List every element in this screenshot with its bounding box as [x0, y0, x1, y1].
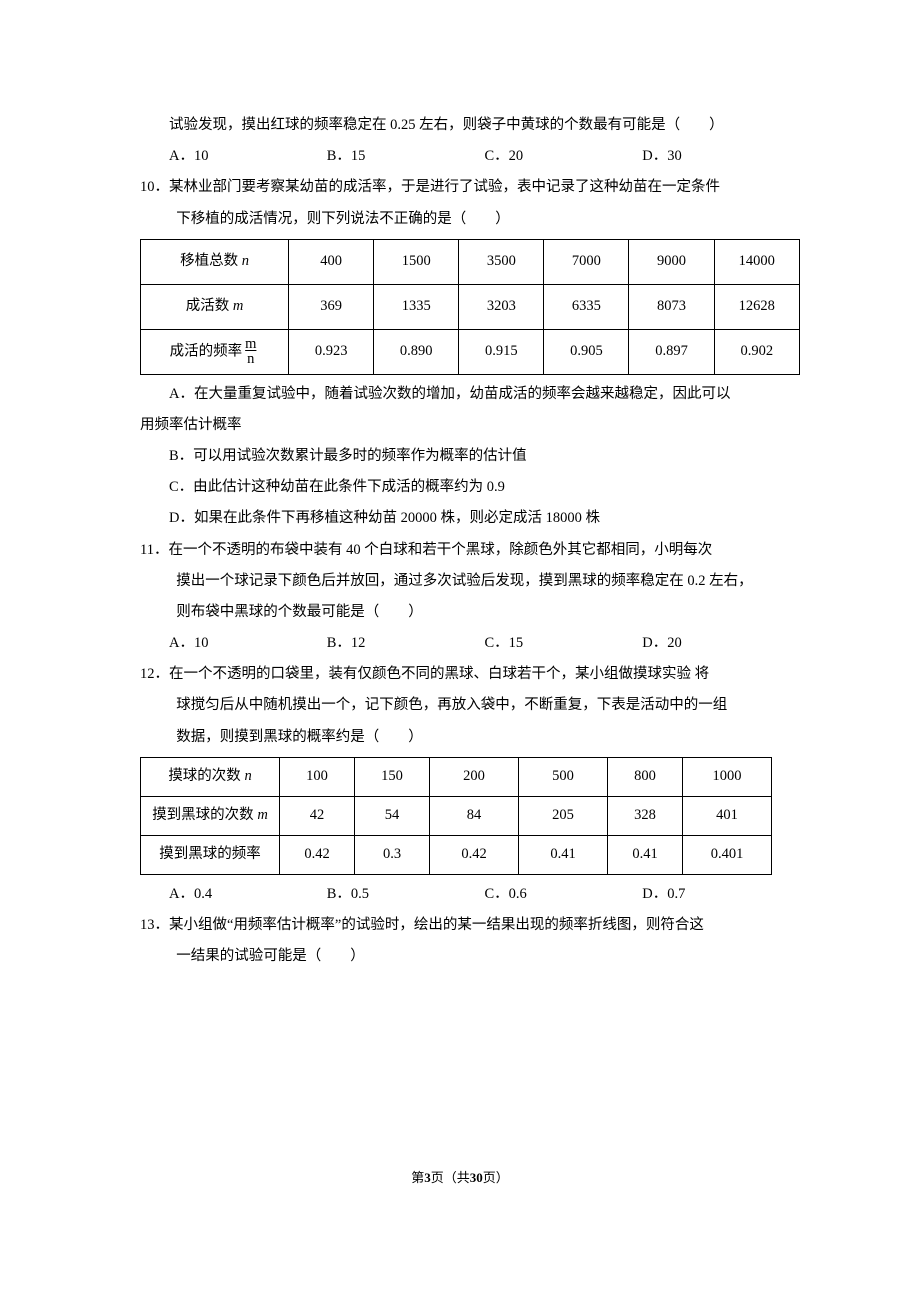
q11-options: A．10 B．12 C．15 D．20 [140, 628, 800, 659]
q10-table: 移植总数 n 400 1500 3500 7000 9000 14000 成活数… [140, 239, 800, 375]
q12-r2-label: 摸到黑球的次数 m [141, 796, 280, 835]
q12-line1: 12．在一个不透明的口袋里，装有仅颜色不同的黑球、白球若干个，某小组做摸球实验 … [140, 659, 800, 690]
q9-opt-c: C．20 [485, 141, 643, 172]
q10-stem-line2: 下移植的成活情况，则下列说法不正确的是（ ） [140, 204, 800, 235]
q12-opt-d: D．0.7 [642, 879, 800, 910]
table-row: 摸到黑球的频率 0.42 0.3 0.42 0.41 0.41 0.401 [141, 835, 772, 874]
q13-line1: 13．某小组做“用频率估计概率”的试验时，绘出的某一结果出现的频率折线图，则符合… [140, 910, 800, 941]
q10-r3-label: 成活的频率mn [141, 329, 289, 374]
q10-stem-line1: 10．某林业部门要考察某幼苗的成活率，于是进行了试验，表中记录了这种幼苗在一定条… [140, 172, 800, 203]
table-row: 摸到黑球的次数 m 42 54 84 205 328 401 [141, 796, 772, 835]
table-row: 移植总数 n 400 1500 3500 7000 9000 14000 [141, 239, 800, 284]
q9-options: A．10 B．15 C．20 D．30 [140, 141, 800, 172]
q12-opt-b: B．0.5 [327, 879, 485, 910]
q10-opt-c: C．由此估计这种幼苗在此条件下成活的概率约为 0.9 [140, 472, 800, 503]
q12-opt-a: A．0.4 [169, 879, 327, 910]
q10-opt-a-line2: 用频率估计概率 [140, 410, 800, 441]
q9-stem-tail: 试验发现，摸出红球的频率稳定在 0.25 左右，则袋子中黄球的个数最有可能是（ … [140, 110, 800, 141]
q10-r2-label: 成活数 m [141, 284, 289, 329]
q10-opt-d: D．如果在此条件下再移植这种幼苗 20000 株，则必定成活 18000 株 [140, 503, 800, 534]
q9-opt-b: B．15 [327, 141, 485, 172]
table-row: 成活的频率mn 0.923 0.890 0.915 0.905 0.897 0.… [141, 329, 800, 374]
page-footer: 第3页（共30页） [0, 1164, 920, 1192]
table-row: 摸球的次数 n 100 150 200 500 800 1000 [141, 757, 772, 796]
q12-r3-label: 摸到黑球的频率 [141, 835, 280, 874]
q11-line1: 11．在一个不透明的布袋中装有 40 个白球和若干个黑球，除颜色外其它都相同，小… [140, 535, 800, 566]
q11-opt-a: A．10 [169, 628, 327, 659]
q11-opt-c: C．15 [485, 628, 643, 659]
q10-opt-b: B．可以用试验次数累计最多时的频率作为概率的估计值 [140, 441, 800, 472]
q11-opt-b: B．12 [327, 628, 485, 659]
exam-page: 试验发现，摸出红球的频率稳定在 0.25 左右，则袋子中黄球的个数最有可能是（ … [0, 0, 920, 1302]
q9-opt-d: D．30 [642, 141, 800, 172]
q12-line2: 球搅匀后从中随机摸出一个，记下颜色，再放入袋中，不断重复，下表是活动中的一组 [140, 690, 800, 721]
q12-line3: 数据，则摸到黑球的概率约是（ ） [140, 722, 800, 753]
q12-table: 摸球的次数 n 100 150 200 500 800 1000 摸到黑球的次数… [140, 757, 772, 875]
q12-r1-label: 摸球的次数 n [141, 757, 280, 796]
q9-opt-a: A．10 [169, 141, 327, 172]
fraction-m-over-n: mn [244, 337, 257, 367]
q11-line2: 摸出一个球记录下颜色后并放回，通过多次试验后发现，摸到黑球的频率稳定在 0.2 … [140, 566, 800, 597]
q10-opt-a-line1: A．在大量重复试验中，随着试验次数的增加，幼苗成活的频率会越来越稳定，因此可以 [140, 379, 800, 410]
q13-line2: 一结果的试验可能是（ ） [140, 941, 800, 972]
q11-line3: 则布袋中黑球的个数最可能是（ ） [140, 597, 800, 628]
q12-options: A．0.4 B．0.5 C．0.6 D．0.7 [140, 879, 800, 910]
table-row: 成活数 m 369 1335 3203 6335 8073 12628 [141, 284, 800, 329]
q12-opt-c: C．0.6 [485, 879, 643, 910]
q10-r1-label: 移植总数 n [141, 239, 289, 284]
q11-opt-d: D．20 [642, 628, 800, 659]
